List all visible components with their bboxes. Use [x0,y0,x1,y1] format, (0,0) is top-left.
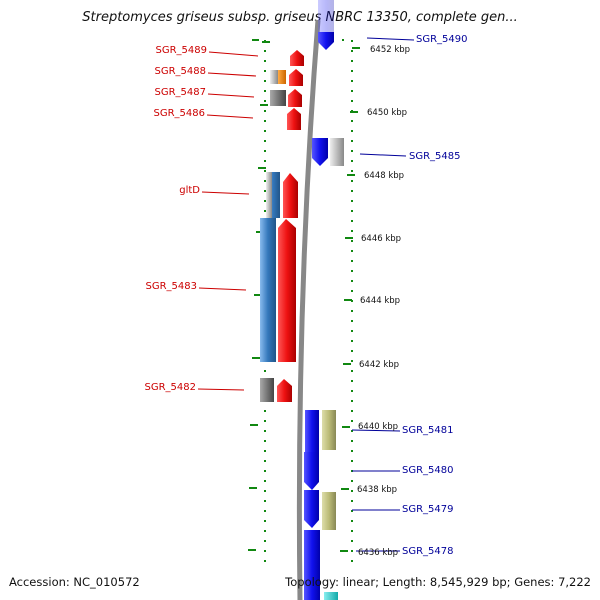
scale-label: 6438 kbp [357,485,397,495]
left-dotted-track [252,39,266,570]
left-leader-lines [197,51,259,391]
scale-labels: 6452 kbp 6450 kbp 6448 kbp 6446 kbp 6444… [357,45,410,558]
genome-backbone [296,19,321,600]
scale-label: 6446 kbp [361,234,401,244]
gene-sgr-5488[interactable] [270,69,303,86]
right-leader-lines [351,37,415,552]
label-sgr-5485[interactable]: SGR_5485 [409,151,461,162]
gene-sgr-5480[interactable] [304,452,319,490]
label-sgr-5478[interactable]: SGR_5478 [402,546,454,557]
label-gltd[interactable]: gltD [179,185,200,196]
right-tick-marks [340,47,360,552]
gene-sgr-5487[interactable] [270,89,302,107]
gene-sgr-5489[interactable] [290,50,304,66]
scale-label: 6442 kbp [359,360,399,370]
right-gene-labels: SGR_5490 SGR_5485 SGR_5481 SGR_5480 SGR_… [402,34,468,557]
scale-label: 6448 kbp [364,171,404,181]
gene-sgr-5478[interactable] [304,530,320,600]
left-gene-labels: SGR_5489 SGR_5488 SGR_5487 SGR_5486 gltD… [145,45,208,393]
label-sgr-5489[interactable]: SGR_5489 [156,45,208,56]
scale-label: 6444 kbp [360,296,400,306]
map-title: Streptomyces griseus subsp. griseus NBRC… [82,10,518,25]
label-sgr-5481[interactable]: SGR_5481 [402,425,454,436]
genome-summary-text: Topology: linear; Length: 8,545,929 bp; … [285,575,591,589]
gene-sgr-5482[interactable] [260,378,292,402]
label-sgr-5482[interactable]: SGR_5482 [145,382,197,393]
label-sgr-5479[interactable]: SGR_5479 [402,504,454,515]
accession-text: Accession: NC_010572 [9,575,140,589]
scale-label: 6450 kbp [367,108,407,118]
gene-sgr-5479[interactable] [304,490,336,530]
gene-gltd[interactable] [266,172,298,218]
label-sgr-5487[interactable]: SGR_5487 [155,87,207,98]
label-sgr-5490[interactable]: SGR_5490 [416,34,468,45]
left-tick-marks [248,41,270,551]
gene-sgr-5490[interactable] [318,0,334,50]
gene-sgr-5483[interactable] [260,218,296,362]
gene-sgr-5481[interactable] [305,410,336,452]
gene-sgr-5485[interactable] [312,138,344,166]
label-sgr-5488[interactable]: SGR_5488 [155,66,207,77]
scale-label: 6440 kbp [358,422,398,432]
gene-sgr-5486[interactable] [287,108,301,130]
right-dotted-track [342,39,353,570]
scale-label: 6452 kbp [370,45,410,55]
scale-label: 6436 kbp [358,548,398,558]
label-sgr-5483[interactable]: SGR_5483 [146,281,198,292]
label-sgr-5480[interactable]: SGR_5480 [402,465,454,476]
gene-partial-bottom [324,592,338,600]
label-sgr-5486[interactable]: SGR_5486 [154,108,206,119]
